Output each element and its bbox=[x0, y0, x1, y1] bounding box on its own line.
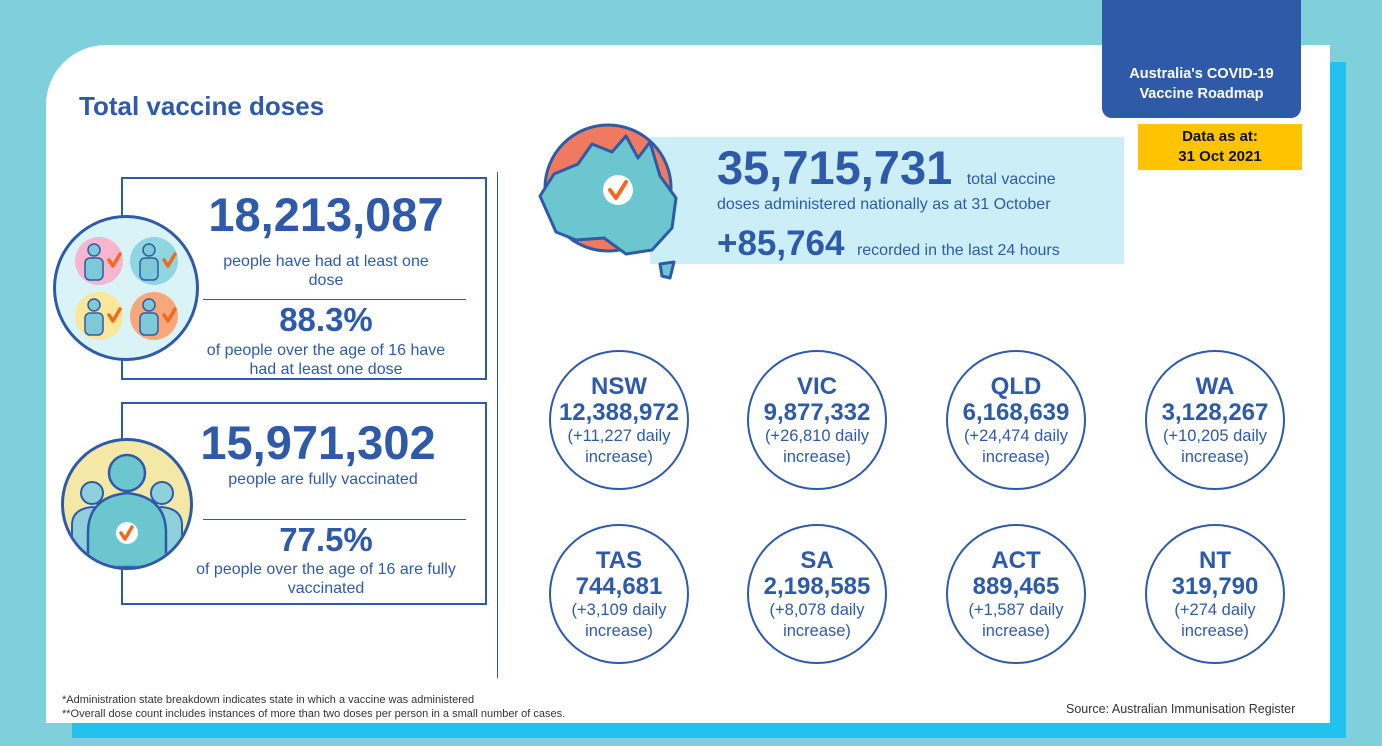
date-value: 31 Oct 2021 bbox=[1178, 148, 1262, 165]
state-name: VIC bbox=[796, 373, 837, 400]
national-total: 35,715,731 bbox=[717, 141, 953, 194]
state-name: NT bbox=[1199, 547, 1231, 574]
state-increase: (+24,474 daily bbox=[963, 427, 1069, 445]
fully-vaccinated-count: 15,971,302 bbox=[200, 416, 436, 469]
divider bbox=[203, 519, 466, 520]
state-total: 3,128,267 bbox=[1161, 399, 1269, 426]
first-dose-count: 18,213,087 bbox=[208, 188, 444, 241]
page-title: Total vaccine doses bbox=[79, 91, 325, 121]
state-increase: (+3,109 daily bbox=[571, 601, 667, 619]
date-badge: Data as at: 31 Oct 2021 bbox=[1138, 124, 1302, 170]
state-circle-nsw: NSW 12,388,972 (+11,227 daily increase) bbox=[549, 350, 689, 490]
state-circle-nt: NT 319,790 (+274 daily increase) bbox=[1145, 524, 1285, 664]
footnote-1: *Administration state breakdown indicate… bbox=[62, 694, 475, 706]
national-total-band: 35,715,731 total vaccine doses administe… bbox=[650, 137, 1124, 264]
state-increase-suffix: increase) bbox=[783, 448, 851, 466]
state-name: ACT bbox=[991, 547, 1041, 574]
state-increase: (+10,205 daily bbox=[1162, 427, 1268, 445]
state-increase-suffix: increase) bbox=[982, 448, 1050, 466]
state-name: NSW bbox=[591, 373, 647, 400]
roadmap-tab[interactable]: Australia's COVID-19 Vaccine Roadmap bbox=[1102, 0, 1301, 118]
date-label: Data as at: bbox=[1182, 128, 1258, 145]
state-total: 12,388,972 bbox=[558, 399, 680, 426]
state-name: QLD bbox=[990, 373, 1042, 400]
footnote-2: **Overall dose count includes instances … bbox=[62, 708, 566, 720]
first-dose-desc: people have had at least one dose bbox=[223, 253, 429, 289]
fully-vaccinated-percent-desc: of people over the age of 16 are fully v… bbox=[196, 561, 456, 597]
state-increase-suffix: increase) bbox=[982, 622, 1050, 640]
state-increase-suffix: increase) bbox=[783, 622, 851, 640]
state-circle-tas: TAS 744,681 (+3,109 daily increase) bbox=[549, 524, 689, 664]
state-increase: (+11,227 daily bbox=[567, 427, 671, 445]
national-increase: +85,764 bbox=[717, 224, 845, 263]
state-increase-suffix: increase) bbox=[585, 448, 653, 466]
fully-vaccinated-percent: 77.5% bbox=[279, 521, 373, 558]
state-circle-qld: QLD 6,168,639 (+24,474 daily increase) bbox=[946, 350, 1086, 490]
state-name: SA bbox=[800, 547, 834, 574]
state-total: 6,168,639 bbox=[962, 399, 1070, 426]
state-circle-vic: VIC 9,877,332 (+26,810 daily increase) bbox=[747, 350, 887, 490]
state-increase-suffix: increase) bbox=[585, 622, 653, 640]
state-circle-wa: WA 3,128,267 (+10,205 daily increase) bbox=[1145, 350, 1285, 490]
national-increase-desc: recorded in the last 24 hours bbox=[856, 242, 1060, 259]
state-name: TAS bbox=[595, 547, 643, 574]
state-total: 319,790 bbox=[1171, 573, 1259, 600]
source-text: Source: Australian Immunisation Register bbox=[1066, 702, 1296, 716]
first-dose-percent: 88.3% bbox=[279, 301, 373, 338]
roadmap-line2: Vaccine Roadmap bbox=[1139, 86, 1264, 102]
state-total: 9,877,332 bbox=[763, 399, 871, 426]
state-total: 2,198,585 bbox=[763, 573, 871, 600]
australia-map-icon bbox=[534, 122, 684, 282]
state-increase-suffix: increase) bbox=[1181, 622, 1249, 640]
roadmap-line1: Australia's COVID-19 bbox=[1129, 66, 1274, 82]
state-increase: (+26,810 daily bbox=[764, 427, 870, 445]
crowd-checkmark-icon bbox=[61, 438, 193, 570]
vertical-divider bbox=[497, 172, 498, 678]
people-checkmark-icon bbox=[53, 215, 199, 361]
state-name: WA bbox=[1195, 373, 1235, 400]
state-increase: (+274 daily bbox=[1174, 601, 1256, 619]
state-increase-suffix: increase) bbox=[1181, 448, 1249, 466]
national-total-suffix: total vaccine bbox=[966, 171, 1056, 188]
first-dose-percent-desc: of people over the age of 16 have had at… bbox=[206, 342, 446, 378]
divider bbox=[203, 299, 466, 300]
national-total-desc: doses administered nationally as at 31 O… bbox=[717, 196, 1051, 213]
state-total: 889,465 bbox=[972, 573, 1060, 600]
state-circle-act: ACT 889,465 (+1,587 daily increase) bbox=[946, 524, 1086, 664]
fully-vaccinated-desc: people are fully vaccinated bbox=[228, 471, 418, 488]
state-increase: (+1,587 daily bbox=[968, 601, 1064, 619]
state-total: 744,681 bbox=[575, 573, 663, 600]
state-circle-sa: SA 2,198,585 (+8,078 daily increase) bbox=[747, 524, 887, 664]
state-increase: (+8,078 daily bbox=[769, 601, 865, 619]
